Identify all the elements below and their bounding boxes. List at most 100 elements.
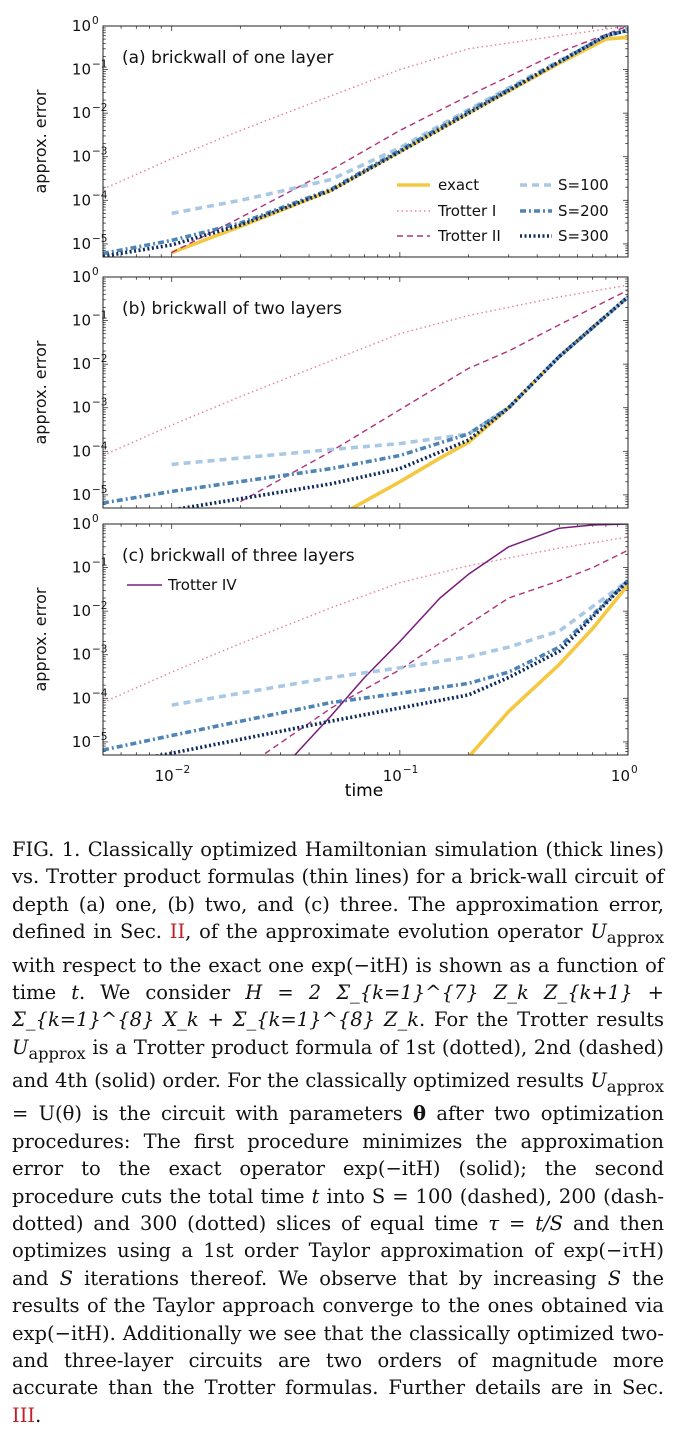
math: = U(θ) (12, 1102, 83, 1126)
caption-text: , of the approximate evolution operator (185, 920, 583, 944)
y-tick-label: 10 (72, 104, 91, 122)
x-tick-label: 10 (383, 767, 402, 785)
y-tick-label: 10 (72, 61, 91, 79)
y-tick-label: 10 (72, 515, 91, 533)
y-tick-exponent: −2 (92, 102, 107, 114)
caption-text: is shown as a function of time (12, 953, 665, 1004)
section-link[interactable]: III (12, 1403, 36, 1427)
y-axis-label: approx. error (31, 89, 50, 193)
y-tick-exponent: −4 (92, 189, 108, 201)
y-tick-exponent: −3 (92, 397, 107, 409)
x-tick-label: 10 (611, 767, 630, 785)
legend-trotter-ii: Trotter II (397, 227, 501, 245)
y-tick-label: 10 (72, 312, 91, 330)
math: U (590, 920, 607, 944)
series-trotter-i (103, 284, 628, 457)
caption-text: Classically optimized Hamiltonian simula… (12, 838, 664, 944)
series-s-100 (171, 579, 628, 707)
y-tick-exponent: −1 (92, 557, 107, 569)
caption-text: iterations thereof. We observe that by i… (84, 1266, 597, 1290)
y-tick-exponent: −1 (92, 310, 107, 322)
y-tick-label: 10 (72, 602, 91, 620)
legend-s-100: S=100 (520, 176, 609, 194)
y-axis-label: approx. error (31, 340, 50, 444)
series-s-300 (152, 579, 628, 755)
caption-text: is a Trotter product formula of 1st (dot… (12, 1035, 664, 1093)
series-s-200 (103, 579, 628, 752)
x-tick-exponent: 0 (631, 764, 638, 776)
caption-text: after two optimization procedures: The f… (12, 1102, 664, 1181)
series-s-300 (103, 28, 628, 257)
legend-label: S=100 (558, 176, 609, 194)
legend-s-300: S=300 (520, 227, 609, 245)
panel-title: (b) brickwall of two layers (122, 299, 342, 319)
y-tick-exponent: −4 (92, 687, 108, 699)
y-tick-exponent: −2 (92, 600, 107, 612)
y-tick-label: 10 (72, 235, 91, 253)
math: approx (606, 1076, 665, 1096)
y-tick-exponent: 0 (92, 513, 99, 525)
caption-text: and (12, 1266, 49, 1290)
x-axis-label: time (345, 781, 383, 801)
y-tick-exponent: −3 (92, 644, 107, 656)
caption-text: (dashed), 200 (dash-dotted) and 300 (dot… (12, 1184, 665, 1235)
legend-label: exact (438, 176, 479, 194)
y-tick-exponent: −5 (92, 731, 107, 743)
series-exact (349, 295, 628, 508)
math: S (59, 1266, 74, 1290)
y-tick-label: 10 (72, 148, 91, 166)
y-tick-label: 10 (72, 17, 91, 35)
math: exp(−itH) (310, 953, 409, 977)
legend-label: S=300 (558, 227, 609, 245)
series-trotter-i (103, 26, 628, 190)
math: U (12, 1035, 29, 1059)
legend-trotter-iv: Trotter IV (127, 576, 237, 594)
plot-frame (102, 523, 629, 756)
y-tick-label: 10 (72, 689, 91, 707)
math: U (590, 1069, 607, 1093)
math-hamiltonian: H = 2 Σ_{k=1}^{7} Z_k Z_{k+1} + Σ_{k=1}^… (12, 980, 665, 1032)
math: t (71, 980, 80, 1004)
math: exp(−itH) (342, 1157, 441, 1181)
math: approx (606, 928, 664, 948)
series-s-300 (172, 295, 628, 508)
panel-title: (c) brickwall of three layers (122, 546, 355, 566)
caption-text: the results of the Taylor approach conve… (12, 1266, 664, 1318)
y-tick-label: 10 (72, 399, 91, 417)
series-exact (467, 583, 628, 755)
legend-exact: exact (397, 176, 479, 194)
math: S (607, 1266, 622, 1290)
math: exp(−iτH) (563, 1239, 665, 1263)
plot-frame (102, 276, 629, 509)
legend-label: Trotter IV (167, 576, 237, 594)
caption-text: . We consider (79, 980, 231, 1004)
legend-s-200: S=200 (520, 202, 609, 220)
y-tick-exponent: −5 (92, 484, 107, 496)
y-tick-label: 10 (72, 191, 91, 209)
y-tick-label: 10 (72, 442, 91, 460)
y-tick-exponent: −1 (92, 59, 107, 71)
panel-title: (a) brickwall of one layer (122, 48, 333, 68)
section-link[interactable]: II (169, 920, 186, 944)
y-tick-exponent: −5 (92, 233, 107, 245)
y-tick-label: 10 (72, 559, 91, 577)
caption-text: (solid); the second procedure cuts the t… (12, 1157, 664, 1208)
legend-label: S=200 (558, 202, 609, 220)
y-tick-label: 10 (72, 733, 91, 751)
series-trotter-iv (293, 524, 628, 755)
caption-text: . For the Trotter results (419, 1008, 665, 1032)
y-tick-exponent: 0 (92, 15, 99, 27)
caption-text: with respect to the exact one (12, 953, 305, 977)
y-tick-label: 10 (72, 355, 91, 373)
figure-label: FIG. 1. (12, 838, 81, 861)
series-s-100 (171, 295, 628, 467)
series-trotter-ii (240, 289, 628, 503)
caption-text: . (35, 1403, 42, 1427)
x-tick-exponent: −2 (175, 764, 190, 776)
figure-caption: FIG. 1. Classically optimized Hamiltonia… (12, 836, 664, 1429)
series-trotter-i (103, 536, 628, 704)
y-tick-exponent: −3 (92, 146, 107, 158)
